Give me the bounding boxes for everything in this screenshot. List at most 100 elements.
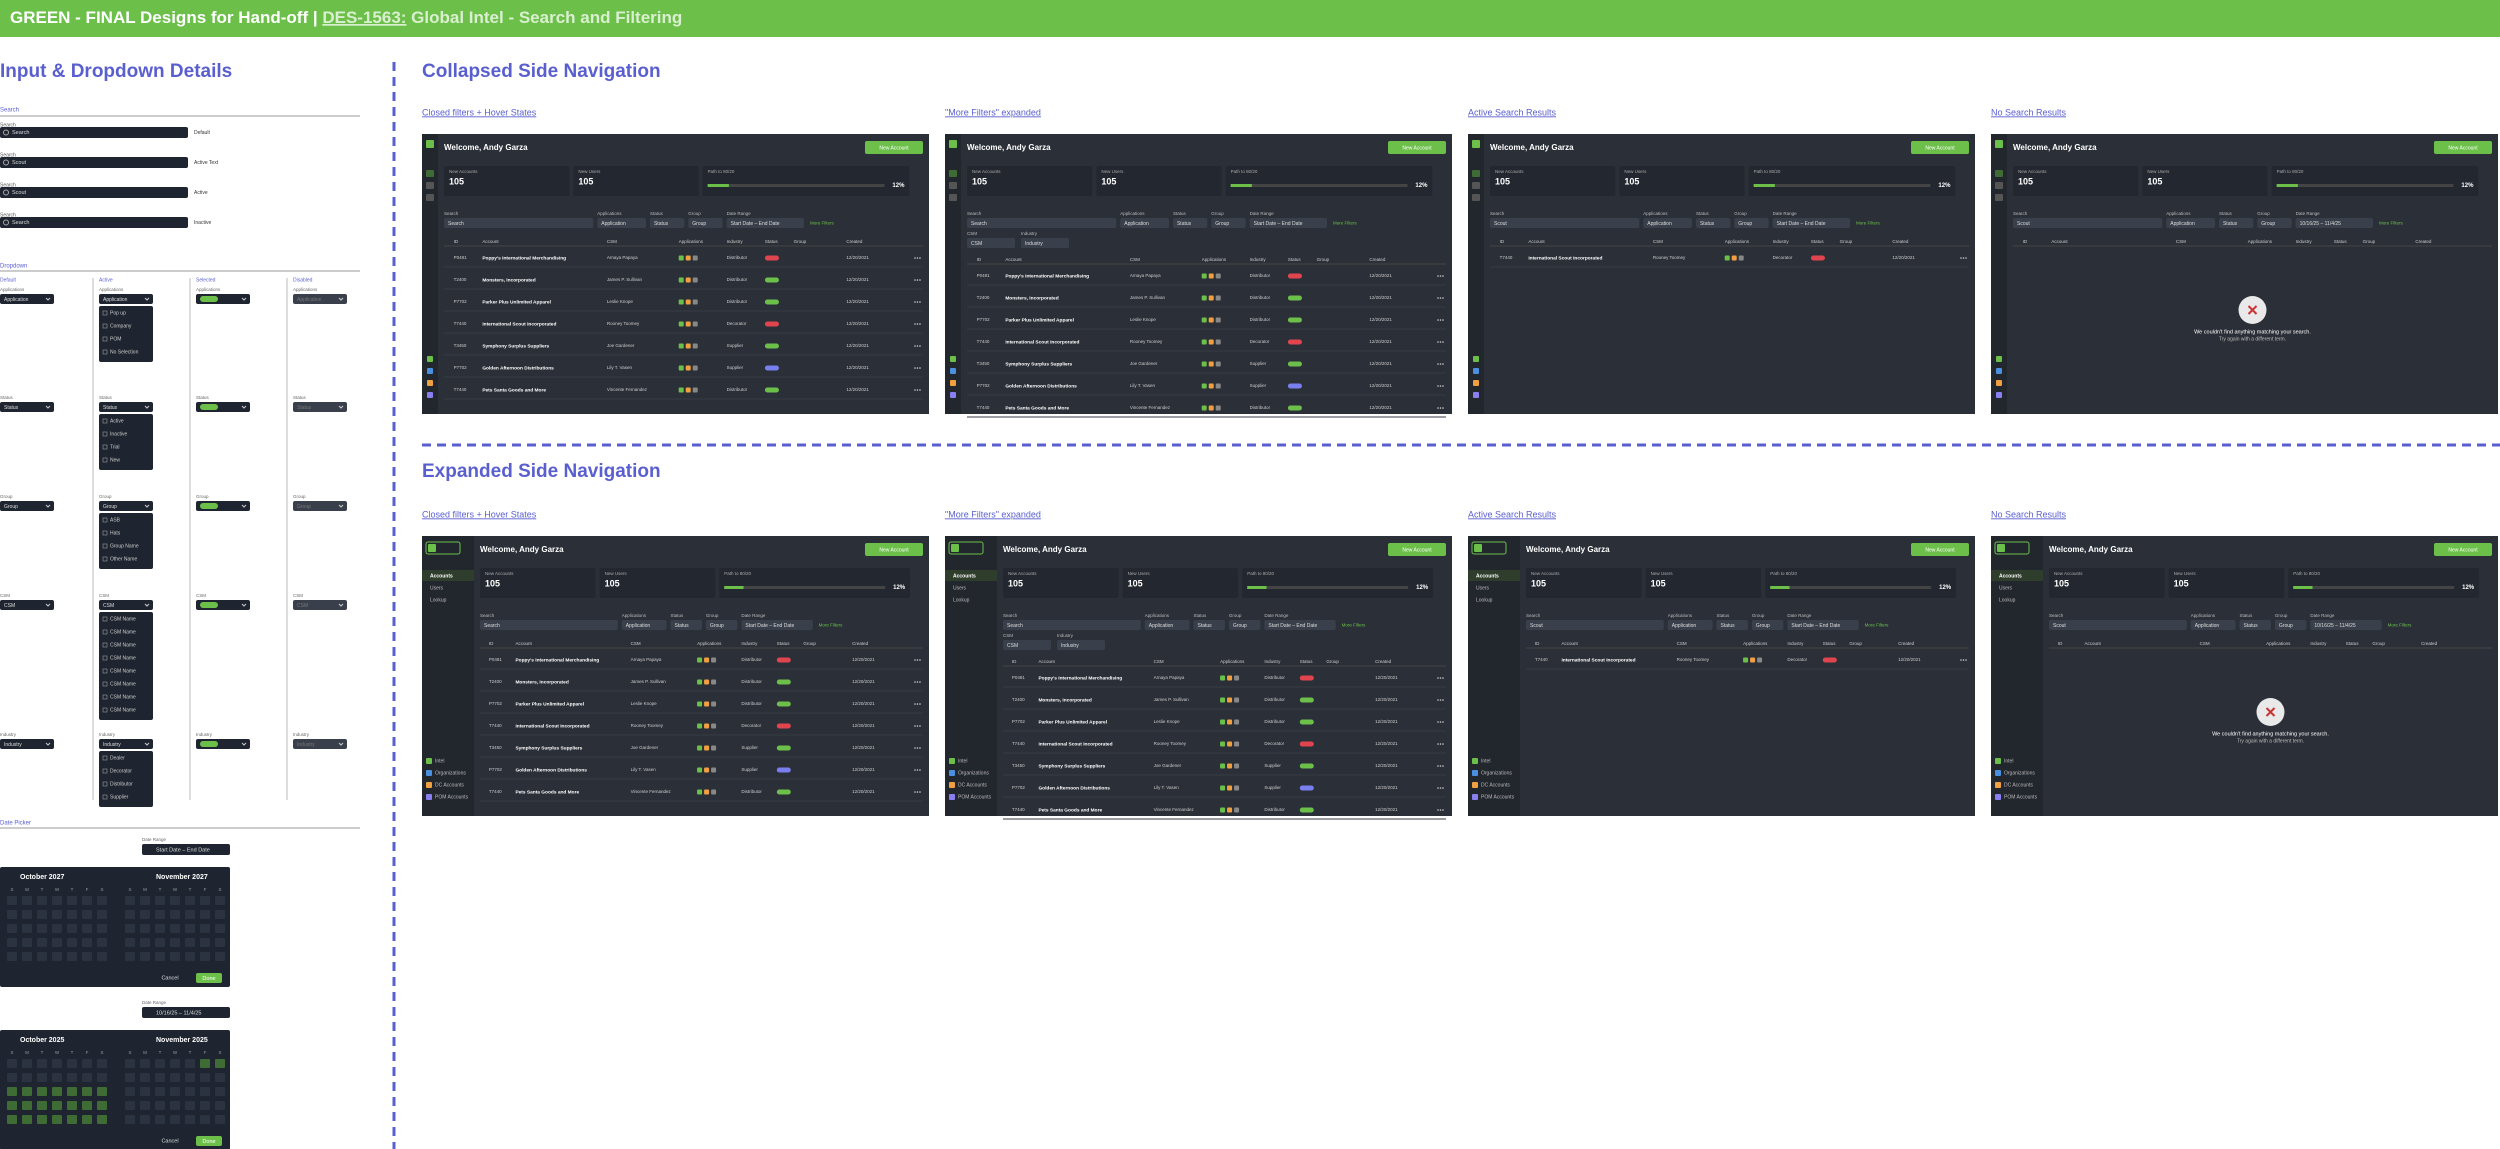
day-cell — [215, 938, 225, 947]
row-menu — [1437, 721, 1439, 723]
welcome-title: Welcome, Andy Garza — [2013, 143, 2097, 152]
weekday: T — [159, 887, 162, 892]
filter-value: Status — [2223, 221, 2238, 227]
day-cell — [185, 938, 195, 947]
nav-item: POM Accounts — [2004, 794, 2038, 800]
option-box — [102, 616, 108, 622]
stat-label: Path to 80/20 — [724, 571, 751, 576]
dropdown-label: Applications — [99, 287, 124, 292]
row-account: Pets Santa Goods and More — [515, 789, 579, 795]
status-pill — [1287, 295, 1302, 301]
row-id: P7702 — [1012, 785, 1026, 790]
app-icon — [704, 723, 710, 729]
progress-track — [2293, 586, 2455, 589]
option-box — [102, 457, 108, 463]
option-box — [102, 418, 108, 424]
cancel-button: Cancel — [161, 975, 178, 981]
filter-value: Group — [1215, 221, 1229, 227]
stat-label: New Accounts — [2018, 169, 2047, 174]
row-csm: Vincente Fernandez — [607, 387, 648, 392]
column-header: Created — [1892, 239, 1909, 244]
filter-value: Group — [710, 623, 724, 629]
row-created: 12/20/2021 — [852, 767, 875, 772]
filter-label: Group — [2257, 211, 2270, 216]
column-header: Industry — [1264, 659, 1281, 664]
month-title: October 2025 — [20, 1037, 64, 1044]
column-header: Status — [2346, 641, 2360, 646]
row-menu — [1442, 699, 1444, 701]
row-menu — [914, 725, 916, 727]
screen-label: Active Search Results — [1468, 509, 1557, 519]
day-cell — [97, 924, 107, 933]
filter-value: CSM — [1007, 643, 1018, 649]
stat-label: Path to 80/20 — [1247, 571, 1274, 576]
app-icon — [678, 299, 684, 305]
row-menu — [1437, 765, 1439, 767]
app-icon — [1215, 317, 1221, 323]
dropdown-menu — [99, 612, 153, 720]
row-csm: Arnaya Papaya — [1154, 675, 1185, 680]
day-cell — [155, 1101, 165, 1110]
day-cell — [170, 1115, 180, 1124]
dropdown — [293, 294, 347, 304]
dropdown-option: CSM Name — [110, 668, 136, 674]
day-cell — [67, 938, 77, 947]
screen-label: No Search Results — [1991, 509, 2067, 519]
section-title: Collapsed Side Navigation — [422, 61, 661, 82]
row-menu — [916, 791, 919, 793]
filter-value: Scout — [1494, 221, 1507, 227]
row-industry: Supplier — [741, 745, 758, 750]
new-account-text: New Account — [1925, 145, 1955, 151]
dropdown — [293, 600, 347, 610]
row-menu — [919, 747, 921, 749]
filter-input — [705, 620, 738, 630]
screen-label: Active Search Results — [1468, 107, 1557, 117]
row-menu — [919, 389, 921, 391]
welcome-title: Welcome, Andy Garza — [967, 143, 1051, 152]
app-icon — [685, 365, 691, 371]
app-icon — [692, 365, 698, 371]
dropdown-option: Supplier — [110, 794, 129, 800]
app-icon — [1220, 697, 1226, 703]
row-account: Symphony Surplus Suppliers — [515, 745, 582, 751]
day-cell — [82, 1115, 92, 1124]
filter-label: Industry — [1021, 231, 1038, 236]
column-header: Status — [1811, 239, 1825, 244]
nav-icon — [426, 182, 434, 189]
row-menu — [1437, 809, 1439, 811]
app-icon — [1215, 339, 1221, 345]
row-csm: Vincente Fernandez — [1154, 807, 1195, 812]
row-menu — [916, 703, 919, 705]
app-icon — [1208, 295, 1214, 301]
chevron — [144, 603, 150, 607]
stat-card — [1526, 568, 1642, 598]
app-icon — [685, 255, 691, 261]
status-pill — [1299, 697, 1314, 703]
done-button — [196, 1136, 222, 1146]
filter-value: Start Date – End Date — [1791, 623, 1840, 629]
column-header: Applications — [697, 641, 722, 646]
day-cell — [185, 952, 195, 961]
filter-input — [2295, 218, 2374, 228]
welcome-title: Welcome, Andy Garza — [444, 143, 528, 152]
app-icon — [1215, 361, 1221, 367]
nav-item: Accounts — [1476, 573, 1499, 579]
row-account: International Scout Incorporated — [482, 321, 556, 327]
dropdown-text: Application — [103, 297, 128, 303]
stat-label: New Accounts — [485, 571, 514, 576]
filter-input — [1734, 218, 1769, 228]
row-account: Monsters, Incorporated — [515, 679, 568, 685]
screen-label: "More Filters" expanded — [945, 107, 1041, 117]
calendar — [0, 1030, 230, 1149]
row-menu — [914, 703, 916, 705]
filter-value: Group — [1738, 221, 1752, 227]
column-header: CSM — [2200, 641, 2210, 646]
column-header: CSM — [1653, 239, 1663, 244]
input-label: Search — [0, 152, 16, 158]
dropdown — [0, 294, 54, 304]
section-heading: Date Picker — [0, 821, 31, 827]
day-cell — [37, 952, 47, 961]
status-pill — [1287, 405, 1302, 411]
filter-label: Group — [706, 613, 719, 618]
dropdown-label: Applications — [196, 287, 221, 292]
